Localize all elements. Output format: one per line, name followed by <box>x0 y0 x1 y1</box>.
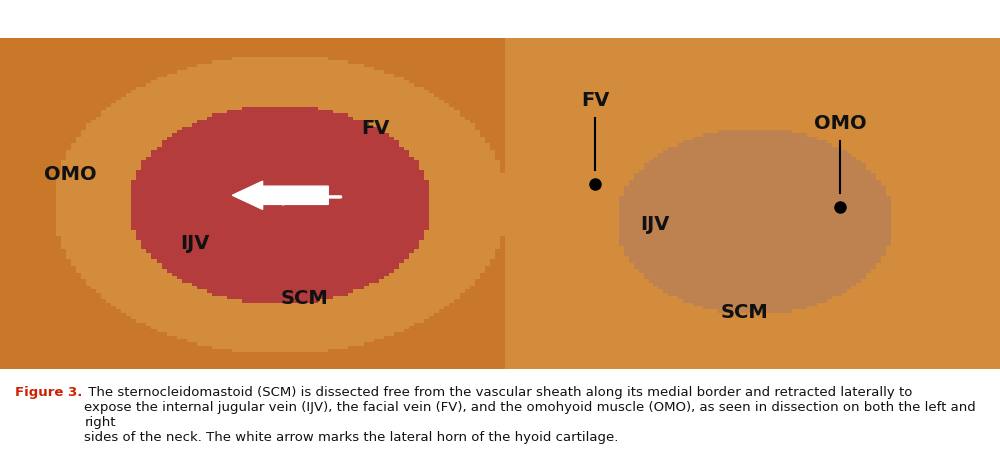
Text: IJV: IJV <box>180 234 210 253</box>
Text: OMO: OMO <box>44 165 96 184</box>
Text: SCM: SCM <box>281 289 329 308</box>
Text: Figure 3.: Figure 3. <box>15 386 82 398</box>
Text: LEFT NECK: LEFT NECK <box>205 10 305 28</box>
Text: SCM: SCM <box>721 302 769 322</box>
Text: FV: FV <box>581 91 609 111</box>
FancyArrow shape <box>232 181 328 209</box>
Text: The sternocleidomastoid (SCM) is dissected free from the vascular sheath along i: The sternocleidomastoid (SCM) is dissect… <box>84 386 976 443</box>
Text: IJV: IJV <box>640 215 670 235</box>
Text: FV: FV <box>361 119 389 138</box>
Text: RIGHT NECK: RIGHT NECK <box>698 10 812 28</box>
Text: OMO: OMO <box>814 114 866 134</box>
